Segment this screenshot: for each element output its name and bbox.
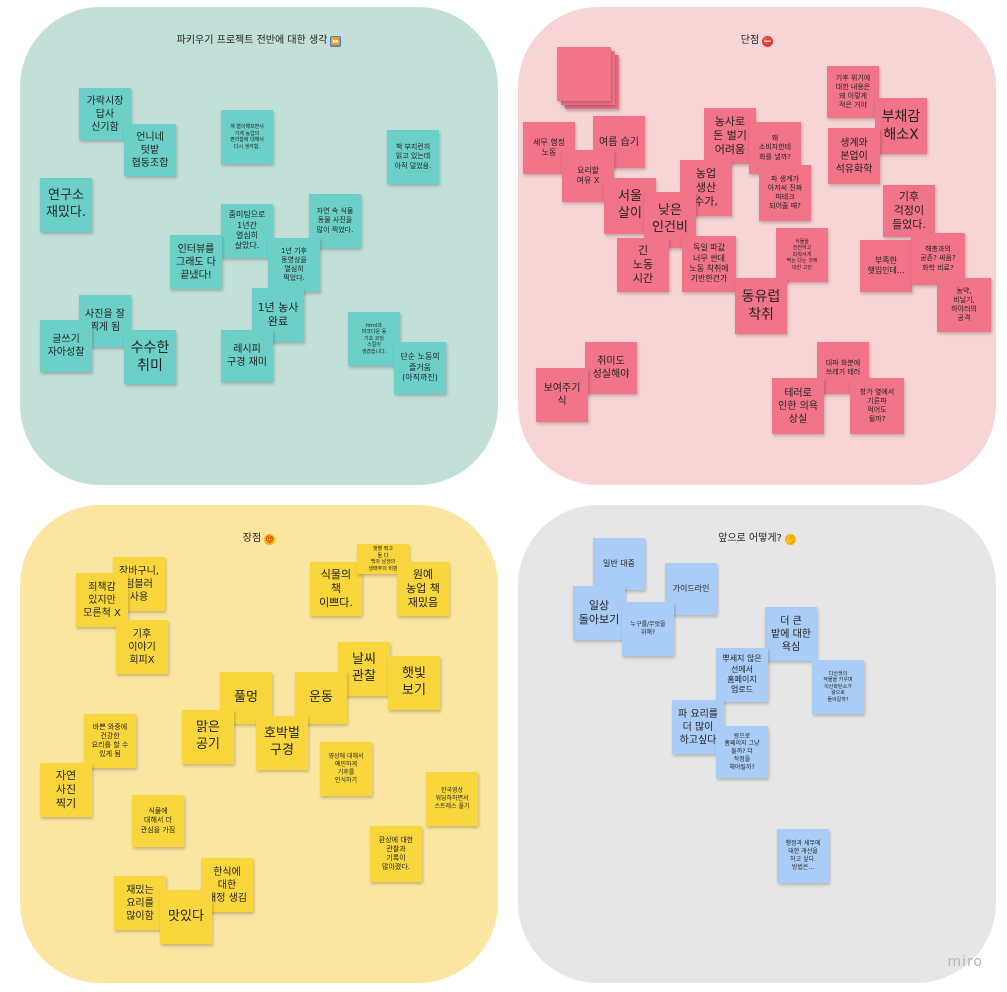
sticky-note[interactable]: 자연 속 식물 동물 사진을 많이 찍었다. [309,194,361,248]
sticky-note[interactable]: 파 요리를 더 많이 하고싶다 [672,700,724,754]
quadrant-title: 장점 😍 [242,533,276,545]
sticky-note[interactable]: 호박벌 구경 [256,716,308,770]
sticky-note[interactable]: 식물을 전전하고 파뤄서게 짝는 다는 것에 대한 고민 [776,228,828,282]
sticky-note[interactable]: 운동 [295,672,347,724]
flexed-arm-icon: 💪 [784,534,796,545]
sticky-note[interactable]: 글쓰기 자아성찰 [40,320,92,372]
sticky-note[interactable]: 긴 노동 시간 [617,238,669,292]
sticky-note[interactable]: 기후 걱정이 들었다. [883,185,935,237]
sticky-note[interactable]: 식물에 대해서 더 관심을 가짐 [132,795,184,847]
sticky-note[interactable]: 계 협이해프면서 기계 농업의 편리함에 대해서 다시 생각함. [221,110,273,164]
sticky-note[interactable]: 단순 노동의 즐거움 (아직까진) [394,342,446,394]
sticky-note[interactable]: 맑은 공기 [182,710,234,764]
sticky-note[interactable]: 보여주기 식 [536,368,588,422]
miro-logo: miro [947,954,983,970]
sticky-note[interactable]: 파 생계가 아저씨 진짜 파테크 되어줄 때? [759,165,811,221]
sticky-note[interactable]: 한국영상 워딩하하면서 스트레스 풀기 [426,772,478,826]
sticky-note[interactable]: 부채감 해소X [875,98,927,154]
sticky-note[interactable]: 생계와 본업이 석유화학 [828,128,880,184]
sticky-note[interactable]: 뿌세지 않은 선에서 홈페이지 업로드 [716,648,768,702]
quadrant-title: 단점 ⛔ [740,35,774,47]
sticky-note[interactable]: 줌미팅으로 1년간 열심히 살았다. [221,204,273,258]
sticky-note[interactable]: 서울 살이 [604,178,656,234]
sticky-note[interactable]: 일반 대중 [593,538,645,590]
no-entry-icon: ⛔ [762,36,774,47]
sticky-note[interactable]: 연구소 재밌다. [40,178,92,232]
heart-eyes-icon: 😍 [264,534,276,545]
sticky-note[interactable]: 바쁜 와중에 건강한 요리를 할 수 있게 됨 [84,714,136,768]
sticky-note[interactable]: 가락시장 답사 신기함 [79,88,131,140]
sticky-note[interactable]: 기후 위기에 대한 내용은 왜 이렇게 적은 거야 [827,66,879,118]
sticky-note[interactable]: 식물의 책 이쁘다. [310,562,362,616]
sticky-note[interactable]: 영상에 대해서 예민하게 기후를 인식하기 [320,742,372,796]
sticky-note[interactable]: 취미도 성실해야 [585,342,637,394]
sticky-note[interactable]: 행정과 세무에 대한 개선을 하고 싶다. 방법은... [777,829,829,883]
sticky-note[interactable]: 부족한 햇입인데... [860,240,912,292]
sticky-note[interactable]: 동유럽 착취 [735,278,787,334]
sticky-note[interactable]: 테러로 인한 의욕 상실 [772,378,824,434]
sticky-note[interactable] [557,47,611,101]
sticky-note[interactable]: 언니네 텃밭 협동조합 [124,124,176,176]
sticky-note[interactable]: 죄책감 있지만 모른척 X [76,573,128,627]
sticky-note[interactable]: 독일 파값 너무 싼데 노동 착취에 기반한건가 [682,236,736,292]
sticky-note[interactable]: 누구를/무엇을 위해? [622,602,674,656]
sticky-note[interactable]: 기후 이야기 회피X [116,620,168,674]
sticky-note[interactable]: 환상에 대한 관찰과 기록이 많아졌다. [370,826,422,882]
sticky-note[interactable]: 왕으로 홈페이지 그냥 둘까? 더 작정을 해야될까? [716,726,768,778]
sticky-note[interactable]: 더 큰 밭에 대한 욕심 [765,607,817,661]
sticky-note[interactable]: 햇빛 보기 [388,656,440,710]
sticky-note[interactable]: 맛있다 [160,890,212,944]
sticky-note[interactable]: 1년 기후 동영상을 열심히 찍었다. [268,238,320,292]
sticky-note[interactable]: 해충과의 공존? 싸움? 화학 비료? [911,233,965,285]
sticky-note[interactable]: 자연 사진 찍기 [40,763,92,817]
sticky-note[interactable]: 레시피 구경 재미 [221,330,273,382]
sticky-note[interactable]: 농약, 비닐기, 하이러의 공격 [937,278,991,332]
sticky-note[interactable]: 수수한 취미 [124,330,176,384]
sticky-note[interactable]: 인터뷰를 그래도 다 끝냈다! [170,235,222,289]
sticky-note[interactable]: 재밌는 요리를 많이함 [114,876,166,930]
sticky-note[interactable]: 창가 옆에서 기른파 먹어도 될까? [850,378,904,434]
sticky-note[interactable]: 농사로 돈 벌기 어려움 [704,108,756,164]
fast-forward-icon: ⏩ [330,36,342,47]
quadrant-title: 파키우기 프로젝트 전반에 대한 생각 ⏩ [176,35,342,47]
sticky-note[interactable]: html과 마크다운 등 기초 코딩 스킬이 생겼습니다. [348,312,400,366]
sticky-note[interactable]: 책 부지런히 읽고 있는데 아직 덜었음. [387,130,439,184]
sticky-note[interactable]: 일상 돌아보기 [573,586,625,640]
sticky-note[interactable]: 다산생의 작물을 키우며 이산화탄소가 왕으로 돌아갈까? [812,660,864,714]
sticky-note[interactable]: 원예 농업 책 재밌음 [397,562,449,616]
quadrant-title: 앞으로 어떻게? 💪 [718,533,796,545]
